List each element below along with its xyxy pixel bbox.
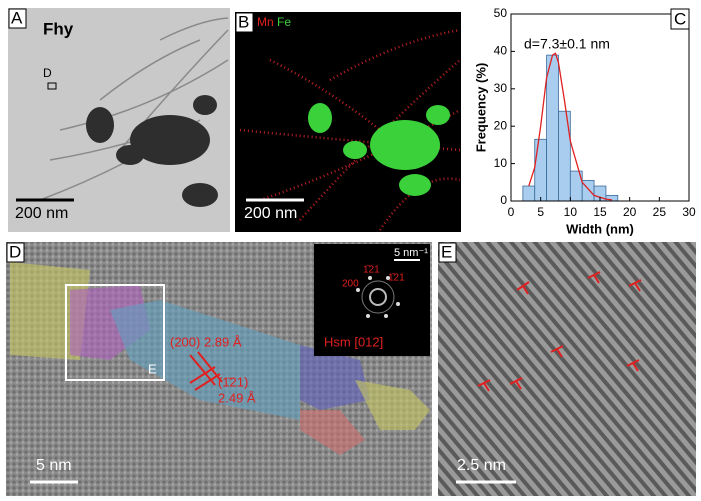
scale-label: 2.5 nm (457, 457, 506, 474)
label-box (6, 242, 25, 263)
bar (522, 185, 536, 202)
y-tick-label: 10 (494, 156, 508, 170)
panel-label: B (238, 12, 249, 31)
panel-b: B Mn Fe 200 nm (235, 12, 461, 232)
domain (355, 380, 430, 430)
scale-label: 200 nm (244, 205, 297, 222)
marker-box (47, 82, 57, 90)
x-tick-label: 5 (537, 205, 544, 219)
label-box (438, 242, 457, 263)
inset-scale-label: 5 nm⁻¹ (394, 247, 428, 259)
spot-label: 1̄21 (388, 273, 405, 284)
lattice-marks (189, 351, 223, 391)
panel-label: D (9, 242, 21, 261)
zone-axis: Hsm [012] (324, 334, 383, 349)
bar (534, 138, 548, 202)
x-tick-label: 15 (593, 205, 607, 219)
label-box (235, 12, 254, 33)
y-tick-label: 50 (494, 6, 508, 20)
bar (605, 194, 619, 202)
marker-label: D (43, 66, 52, 80)
panel-label: C (674, 9, 686, 28)
histogram-panel: 0 5 10 15 20 25 30 0 10 20 30 40 50 Width (nm) Frequen… (473, 6, 696, 236)
spot-label: 200 (342, 279, 359, 290)
x-axis-label: Width (nm) (566, 221, 634, 236)
legend-entry: Fe (277, 15, 291, 29)
spot-label: 1̄21 (363, 265, 380, 276)
zoom-box-label: E (148, 361, 157, 376)
fe-signal (308, 103, 450, 196)
label-box (670, 8, 690, 30)
annotation: 2.49 Å (218, 390, 256, 405)
zoom-box (65, 284, 165, 381)
x-tick-label: 30 (682, 205, 696, 219)
fft-image (314, 244, 430, 356)
panel-label: A (11, 8, 23, 27)
legend-entry: Mn (257, 15, 274, 29)
aggregates (86, 95, 218, 207)
annotation: (1̄21) (218, 374, 248, 389)
panel-d: E (200) 2.89 Å (1̄21) 2.49 Å 5 nm⁻¹ 1̄21… (6, 242, 432, 496)
annotation: (200) 2.89 Å (170, 334, 242, 349)
panel-a: D A Fhy 200 nm (8, 8, 230, 232)
panel-label: E (441, 242, 452, 261)
y-tick-label: 0 (500, 193, 507, 207)
fit-curve (528, 52, 612, 201)
x-tick-label: 25 (653, 205, 667, 219)
domain (300, 345, 370, 410)
eds-map (235, 12, 461, 232)
panel-title: Fhy (43, 19, 74, 38)
y-tick-label: 20 (494, 118, 508, 132)
panel-e: E 2.5 nm (438, 242, 696, 496)
scale-label: 5 nm (36, 457, 72, 474)
bar (546, 54, 559, 202)
x-tick-label: 0 (508, 205, 515, 219)
y-tick-label: 40 (494, 44, 508, 58)
y-axis-label: Frequency (%) (473, 63, 488, 153)
y-tick-label: 30 (494, 81, 508, 95)
domain (300, 410, 365, 455)
scale-label: 200 nm (15, 205, 68, 222)
fft-inset: 5 nm⁻¹ 1̄21 200 1̄21 Hsm [012] (314, 244, 430, 356)
label-box (8, 8, 27, 29)
x-tick-label: 20 (623, 205, 637, 219)
dislocations (477, 271, 642, 392)
x-tick-label: 10 (564, 205, 578, 219)
annotation: d=7.3±0.1 nm (524, 36, 610, 52)
ifft-image (438, 242, 696, 496)
